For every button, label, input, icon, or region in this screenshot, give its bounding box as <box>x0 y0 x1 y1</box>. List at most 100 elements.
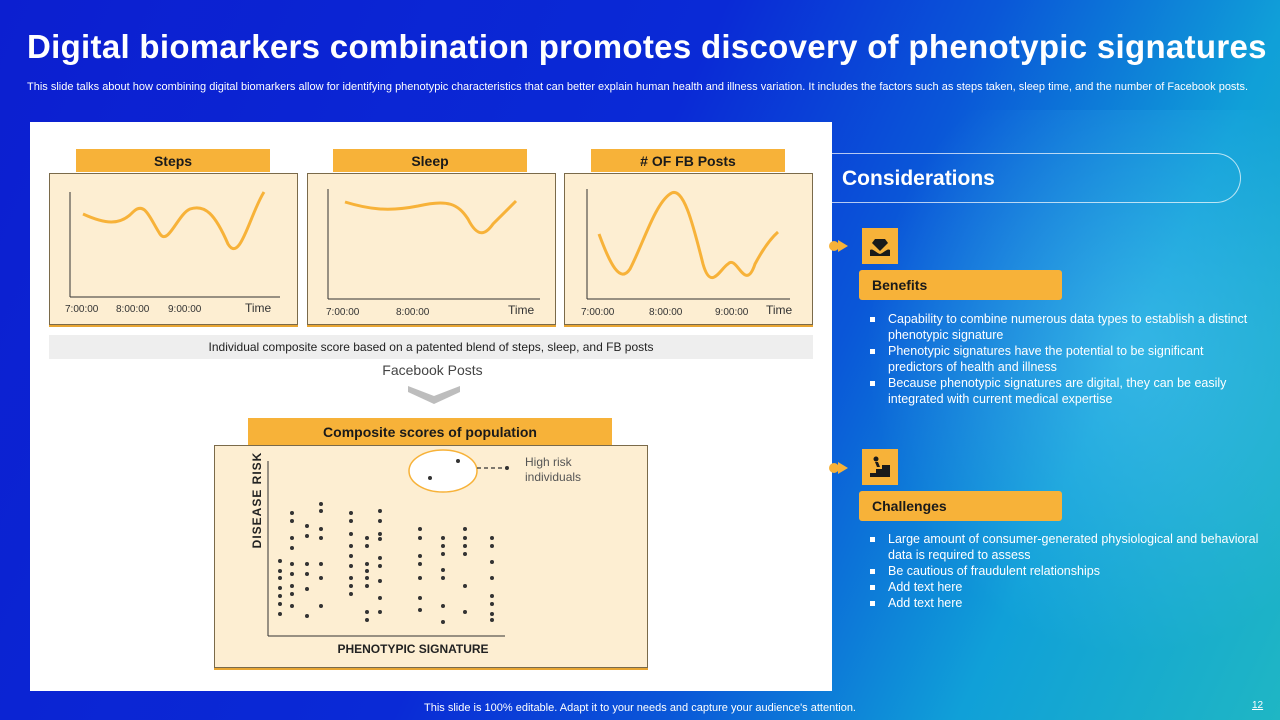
considerations-title: Considerations <box>842 167 995 190</box>
scatter-point <box>349 592 353 596</box>
fb-chart-label: # OF FB Posts <box>591 149 785 172</box>
scatter-point <box>319 604 323 608</box>
scatter-point <box>349 564 353 568</box>
scatter-point <box>305 572 309 576</box>
composite-score-caption: Individual composite score based on a pa… <box>49 335 813 359</box>
scatter-point <box>418 536 422 540</box>
scatter-point <box>441 544 445 548</box>
sleep-tick-2: 8:00:00 <box>396 307 430 318</box>
scatter-point <box>290 546 294 550</box>
scatter-point <box>365 536 369 540</box>
sleep-chart: 7:00:00 8:00:00 Time <box>307 173 556 325</box>
scatter-point <box>290 536 294 540</box>
steps-axis-title: Time <box>245 301 272 315</box>
scatter-point <box>278 586 282 590</box>
scatter-point <box>305 562 309 566</box>
scatter-point <box>278 594 282 598</box>
scatter-point <box>290 572 294 576</box>
y-axis-label: DISEASE RISK <box>250 451 264 549</box>
high-risk-ellipse <box>408 449 478 493</box>
page-subtitle: This slide talks about how combining dig… <box>27 81 1249 93</box>
scatter-point <box>378 537 382 541</box>
high-risk-line-2: individuals <box>525 470 582 484</box>
scatter-point <box>418 554 422 558</box>
scatter-point <box>349 576 353 580</box>
scatter-point <box>441 620 445 624</box>
steps-line-plot <box>69 191 280 298</box>
chevron-down-icon <box>408 386 460 404</box>
fb-posts-chart: 7:00:00 8:00:00 9:00:00 Time <box>564 173 813 325</box>
scatter-point <box>490 612 494 616</box>
sleep-axis-title: Time <box>508 303 535 317</box>
scatter-point <box>365 569 369 573</box>
scatter-point <box>278 602 282 606</box>
scatter-point <box>319 502 323 506</box>
scatter-point <box>290 511 294 515</box>
footer-text: This slide is 100% editable. Adapt it to… <box>424 702 856 714</box>
page-number: 12 <box>1252 700 1264 711</box>
page-title: Digital biomarkers combination promotes … <box>27 28 1267 65</box>
scatter-point <box>319 509 323 513</box>
scatter-point <box>463 552 467 556</box>
steps-tick-2: 8:00:00 <box>116 304 150 315</box>
scatter-point <box>305 524 309 528</box>
scatter-point <box>278 576 282 580</box>
steps-chart: 7:00:00 8:00:00 9:00:00 Time <box>49 173 298 325</box>
fb-line-plot <box>586 189 790 300</box>
scatter-point <box>378 509 382 513</box>
list-item: Phenotypic signatures have the potential… <box>870 343 1260 375</box>
scatter-point <box>290 592 294 596</box>
scatter-point <box>278 559 282 563</box>
scatter-point <box>490 594 494 598</box>
challenges-label: Challenges <box>859 491 1062 521</box>
considerations-banner <box>832 153 1241 203</box>
population-scatter-plot <box>267 449 509 637</box>
scatter-point <box>418 527 422 531</box>
fb-tick-2: 8:00:00 <box>649 307 683 318</box>
x-axis-label: PHENOTYPIC SIGNATURE <box>337 642 489 656</box>
scatter-point <box>418 576 422 580</box>
population-scatter-chart <box>214 445 648 668</box>
scatter-point <box>378 610 382 614</box>
scatter-point <box>378 556 382 560</box>
scatter-point <box>349 554 353 558</box>
sleep-tick-1: 7:00:00 <box>326 307 360 318</box>
hand-diamond-icon <box>862 228 898 264</box>
scatter-point <box>378 519 382 523</box>
scatter-point <box>319 562 323 566</box>
list-item: Add text here <box>870 595 1260 611</box>
scatter-point <box>418 596 422 600</box>
scatter-point <box>463 584 467 588</box>
connector-challenges-icon <box>829 462 848 474</box>
scatter-point <box>365 562 369 566</box>
scatter-point <box>378 564 382 568</box>
high-risk-point <box>456 459 460 463</box>
fb-tick-1: 7:00:00 <box>581 307 615 318</box>
fb-axis-title: Time <box>766 303 793 317</box>
person-climbing-stairs-icon <box>862 449 898 485</box>
scatter-point <box>441 568 445 572</box>
scatter-point <box>463 544 467 548</box>
list-item: Capability to combine numerous data type… <box>870 311 1260 343</box>
scatter-point <box>441 536 445 540</box>
pointer-dot <box>505 466 509 470</box>
steps-tick-1: 7:00:00 <box>65 304 99 315</box>
scatter-point <box>305 587 309 591</box>
scatter-point <box>441 576 445 580</box>
benefits-label: Benefits <box>859 270 1062 300</box>
scatter-point <box>305 534 309 538</box>
scatter-point <box>441 552 445 556</box>
scatter-point <box>463 610 467 614</box>
scatter-point <box>349 511 353 515</box>
challenges-list: Large amount of consumer-generated physi… <box>870 531 1260 611</box>
scatter-point <box>490 602 494 606</box>
scatter-point <box>319 527 323 531</box>
scatter-point <box>490 544 494 548</box>
population-chart-label: Composite scores of population <box>248 418 612 445</box>
fb-tick-3: 9:00:00 <box>715 307 749 318</box>
scatter-point <box>365 544 369 548</box>
scatter-point <box>290 584 294 588</box>
fb-series-line <box>597 190 780 280</box>
scatter-point <box>319 576 323 580</box>
scatter-point <box>319 536 323 540</box>
